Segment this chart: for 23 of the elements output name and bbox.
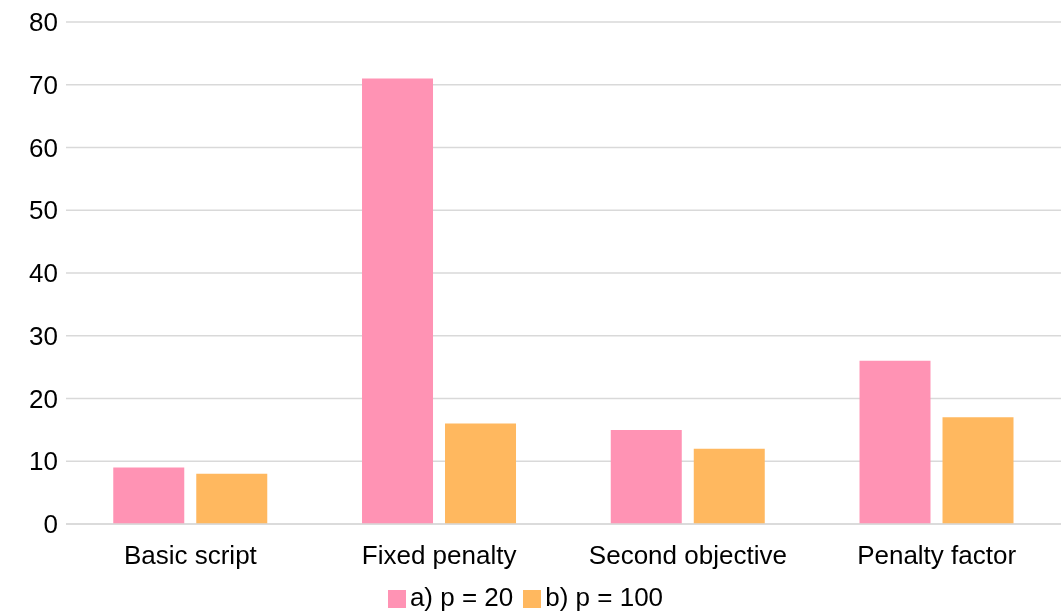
- bar: [362, 78, 434, 524]
- legend-label: b) p = 100: [545, 582, 664, 612]
- x-tick-label: Penalty factor: [857, 540, 1017, 571]
- x-tick-label: Second objective: [588, 540, 787, 571]
- y-tick-label: 20: [29, 383, 58, 414]
- y-tick-label: 50: [29, 195, 58, 226]
- bar: [942, 417, 1014, 524]
- legend-label: a) p = 20: [409, 582, 514, 612]
- x-tick-label: Basic script: [123, 540, 258, 571]
- y-tick-label: 70: [29, 69, 58, 100]
- bar: [445, 423, 517, 524]
- y-tick-label: 0: [43, 509, 58, 540]
- y-tick-label: 40: [29, 258, 58, 289]
- bar: [610, 429, 682, 524]
- bar: [693, 448, 765, 524]
- y-tick-label: 10: [29, 446, 58, 477]
- bar: [113, 467, 185, 524]
- y-tick-label: 30: [29, 320, 58, 351]
- y-tick-label: 60: [29, 132, 58, 163]
- y-tick-label: 80: [29, 7, 58, 38]
- bar: [859, 360, 931, 524]
- bar: [196, 473, 268, 524]
- x-tick-label: Fixed penalty: [361, 540, 517, 571]
